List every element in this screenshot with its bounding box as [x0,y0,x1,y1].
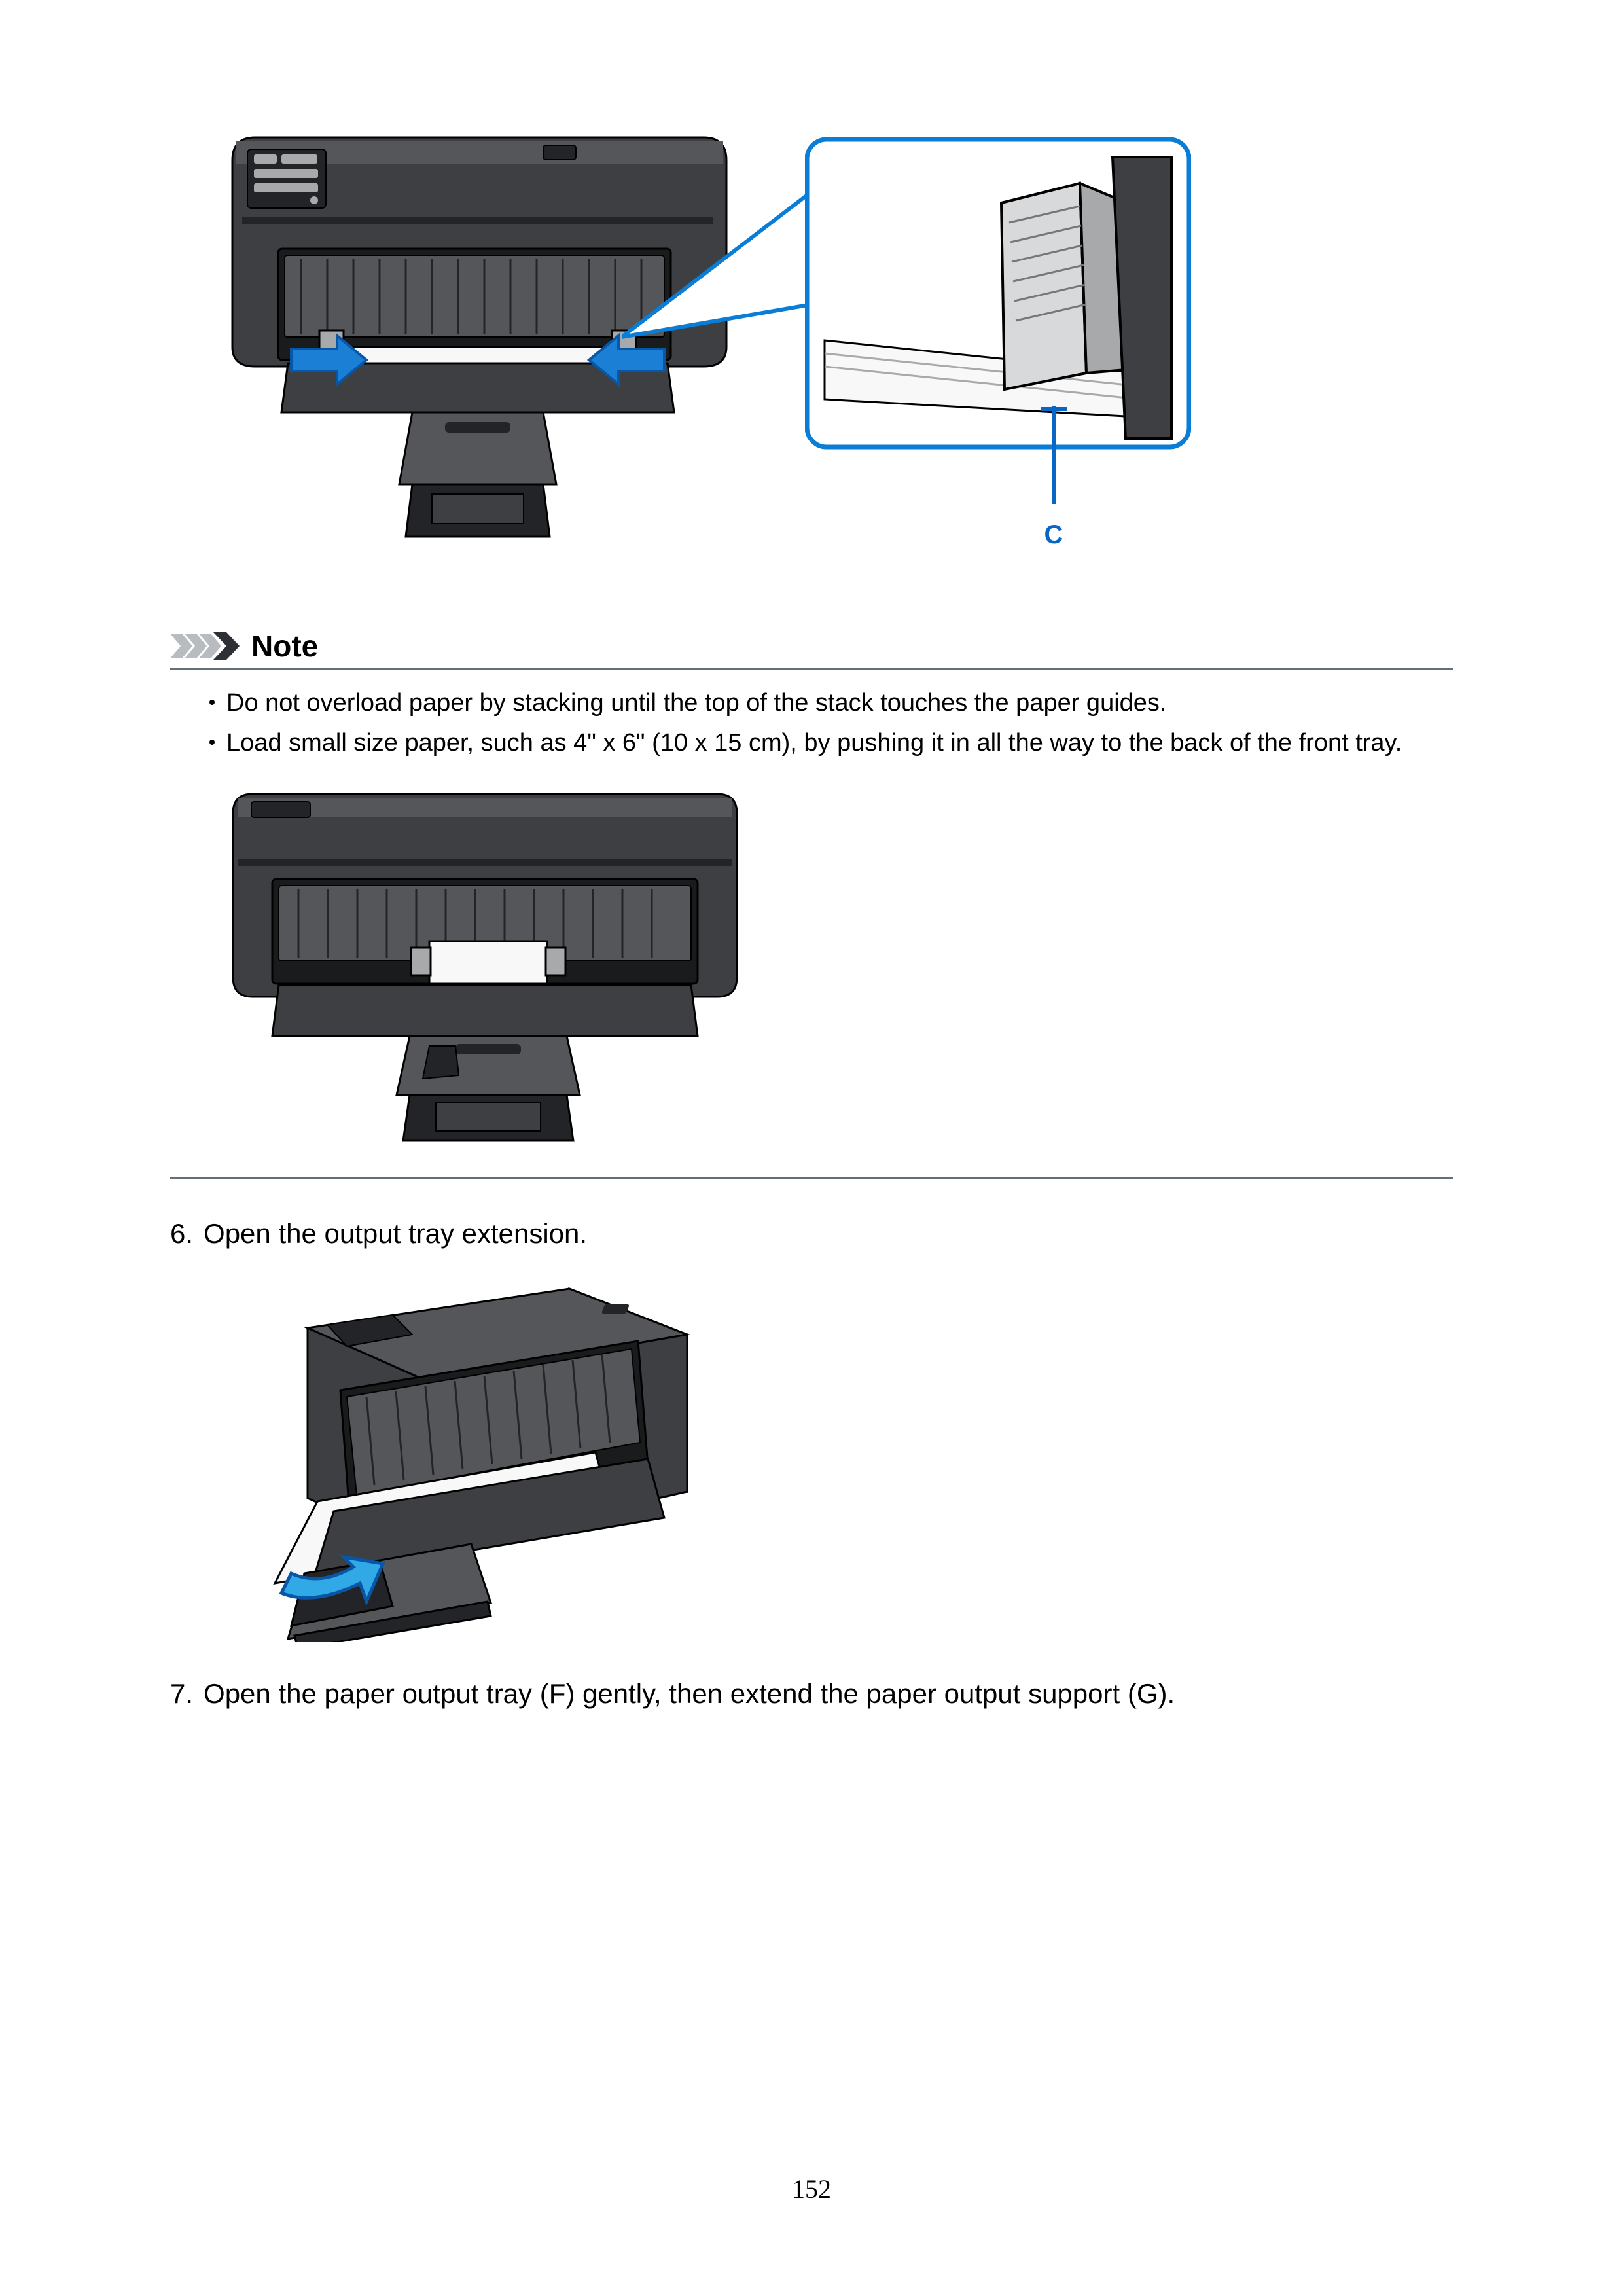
figure-small-paper [226,781,1453,1157]
page-number: 152 [0,2174,1623,2204]
figure-output-extension [229,1276,1453,1645]
note-bullet-2: Load small size paper, such as 4" x 6" (… [209,725,1453,761]
note-header: Note [170,628,1453,670]
note-title: Note [251,628,318,664]
zoom-inset: C [805,137,1191,589]
note-bullet-1: Do not overload paper by stacking until … [209,685,1453,721]
step-6-text: Open the output tray extension. [204,1218,587,1249]
step-7-text: Open the paper output tray (F) gently, t… [204,1678,1175,1710]
step-6: 6. Open the output tray extension. [170,1218,1453,1249]
note-body: Do not overload paper by stacking until … [170,670,1453,1179]
callout-label-c: C [1044,520,1063,549]
note-bullet-2-text: Load small size paper, such as 4" x 6" (… [226,725,1402,761]
step-6-number: 6. [170,1218,193,1249]
note-block: Note Do not overload paper by stacking u… [170,628,1453,1179]
note-chevrons-icon [170,631,242,661]
step-7: 7. Open the paper output tray (F) gently… [170,1678,1453,1710]
step-7-number: 7. [170,1678,193,1710]
figure-paper-guides: C [216,131,1453,589]
note-bullet-1-text: Do not overload paper by stacking until … [226,685,1166,721]
